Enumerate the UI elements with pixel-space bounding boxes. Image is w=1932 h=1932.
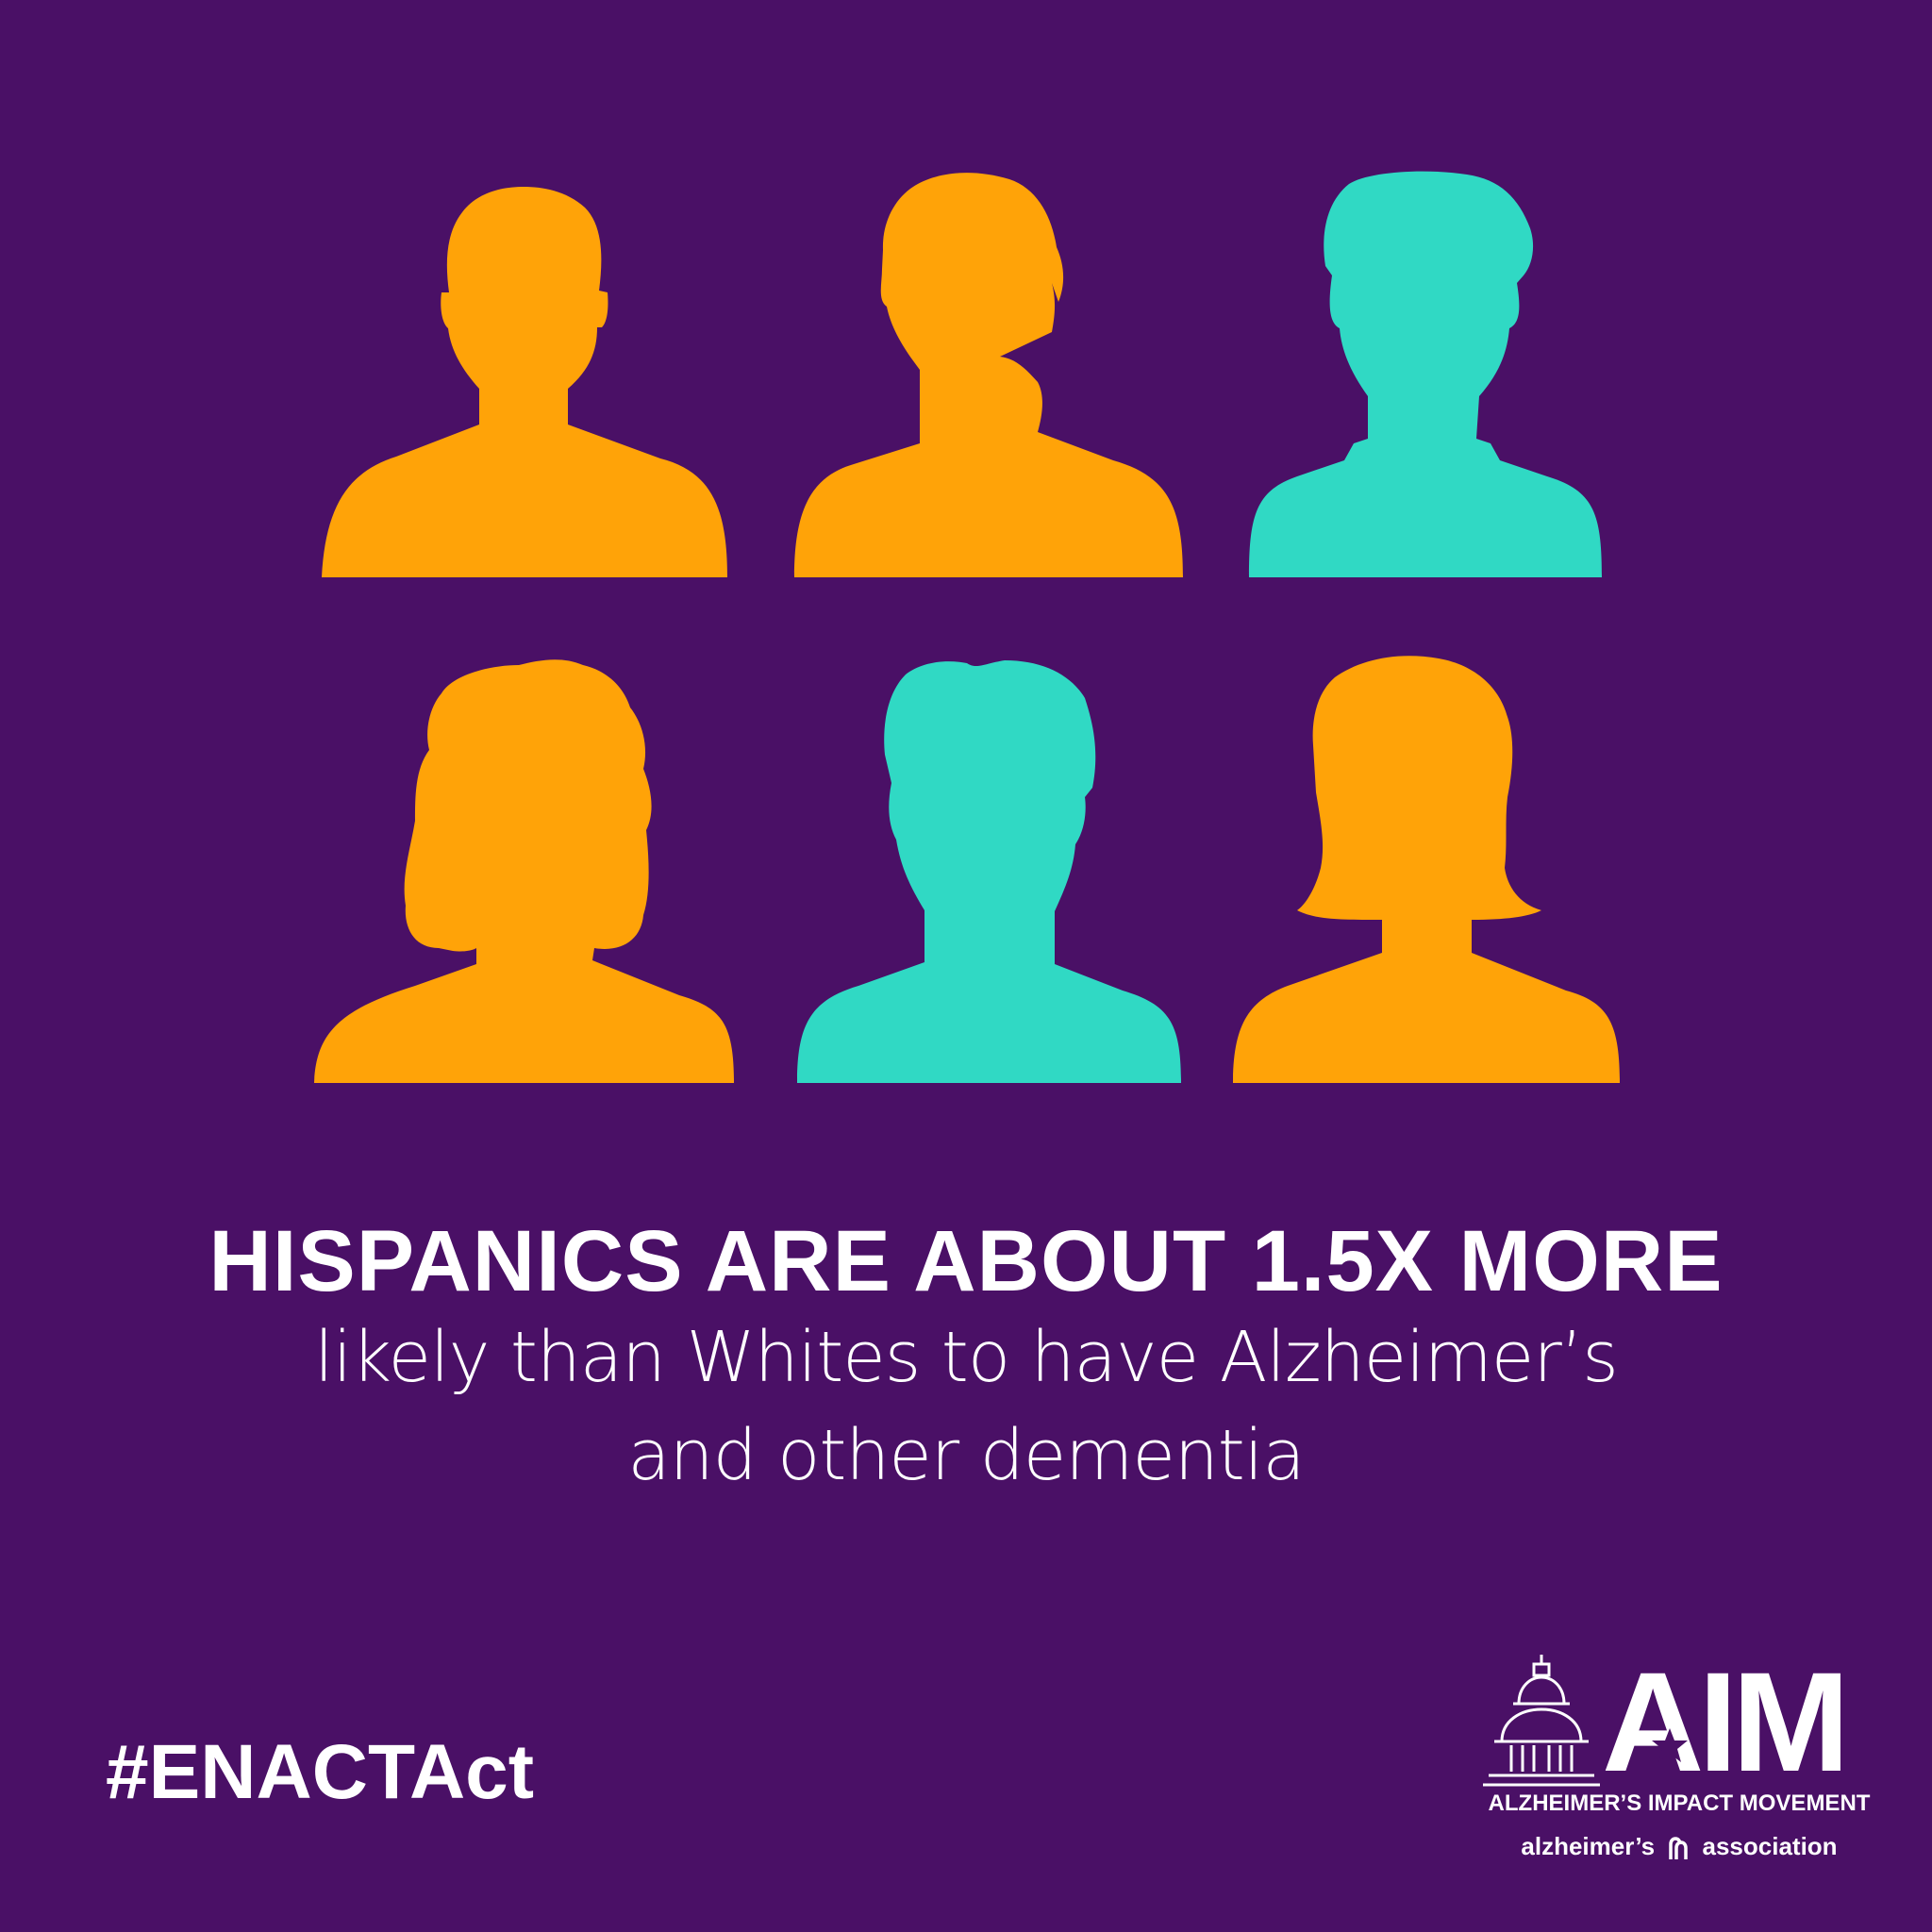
person-silhouette-2 (794, 173, 1183, 578)
star-icon (1652, 1728, 1688, 1762)
assoc-right-text: association (1702, 1832, 1838, 1860)
headline: HISPANICS ARE ABOUT 1.5X MORE (208, 1213, 1724, 1309)
aim-tagline: ALZHEIMER’S IMPACT MOVEMENT (1488, 1790, 1871, 1816)
alzheimers-association-wordmark: alzheimer’s association (1481, 1832, 1877, 1863)
subline-line-2: and other dementia (627, 1415, 1305, 1496)
capitol-dome-icon (1483, 1655, 1600, 1787)
person-silhouette-5 (797, 660, 1181, 1083)
hashtag: #ENACTAct (106, 1729, 535, 1815)
person-silhouette-4 (314, 659, 734, 1083)
aim-wordmark: AIM (1602, 1642, 1850, 1801)
person-silhouette-3 (1249, 171, 1602, 578)
alzheimers-association-mark-icon (1669, 1837, 1689, 1860)
aim-logo: AIM ALZHEIMER’S IMPACT MOVEMENT alzheime… (1481, 1651, 1877, 1877)
assoc-left-text: alzheimer’s (1521, 1832, 1656, 1860)
person-silhouette-1 (322, 187, 727, 577)
subline-line-1: likely than Whites to have Alzheimer’s (314, 1317, 1619, 1398)
person-silhouette-6 (1233, 656, 1620, 1083)
